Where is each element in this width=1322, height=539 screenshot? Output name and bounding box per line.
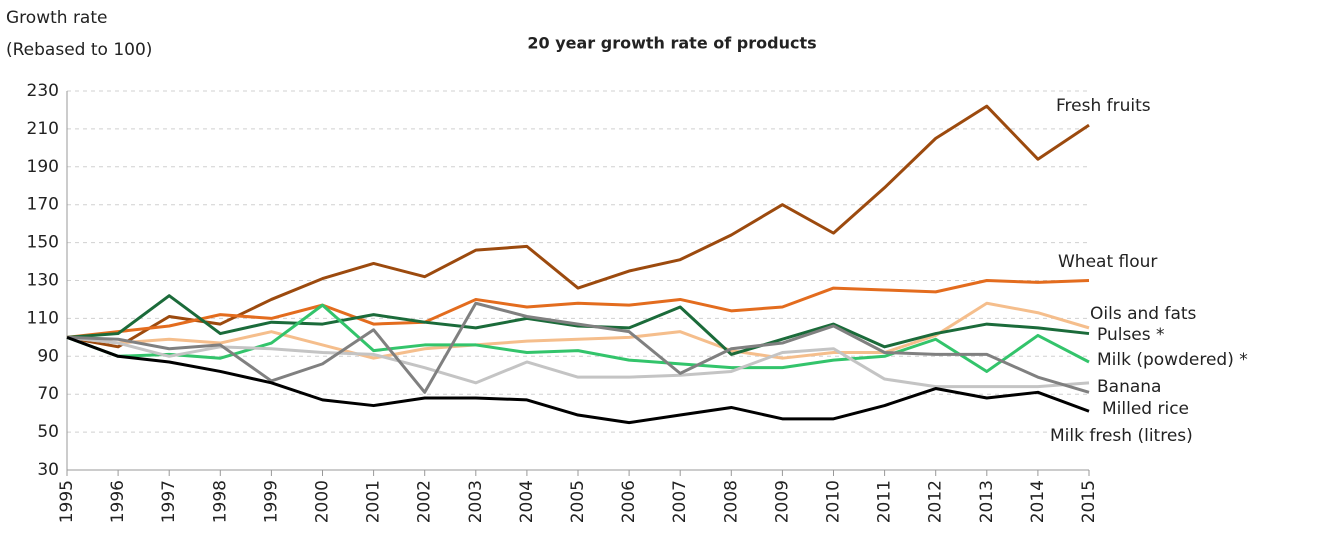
x-tick-label: 2009: [772, 480, 792, 523]
y-tick-label: 230: [27, 81, 59, 101]
x-tick-label: 2011: [875, 480, 895, 523]
x-tick-label: 2012: [926, 480, 946, 523]
y-tick-label: 50: [37, 422, 59, 442]
series-line: [66, 301, 1090, 360]
x-tick-label: 2006: [619, 480, 639, 523]
series-line: [66, 335, 1090, 425]
x-tick-label: 2014: [1028, 480, 1048, 523]
series-label: Banana: [1097, 377, 1161, 397]
y-axis-label: Growth rate: [6, 8, 107, 28]
x-tick-label: 1996: [108, 480, 128, 523]
x-tick-label: 2007: [670, 480, 690, 523]
chart-title: 20 year growth rate of products: [527, 34, 816, 53]
x-tick-label: 1995: [57, 480, 77, 523]
series-label: Milk (powdered) *: [1097, 350, 1248, 370]
x-tick-label: 2004: [517, 480, 537, 523]
series-line: [66, 301, 1090, 394]
x-tick-label: 2008: [721, 480, 741, 523]
y-tick-label: 210: [27, 119, 59, 139]
series-label: Milled rice: [1102, 399, 1189, 419]
series-line: [66, 279, 1090, 339]
series-label: Milk fresh (litres): [1050, 426, 1193, 446]
y-axis-label: (Rebased to 100): [6, 40, 152, 60]
y-tick-label: 30: [37, 460, 59, 480]
y-tick-label: 150: [27, 233, 59, 253]
y-tick-label: 90: [37, 346, 59, 366]
x-tick-label: 2015: [1079, 480, 1099, 523]
x-tick-label: 1997: [159, 480, 179, 523]
series-line: [66, 294, 1090, 356]
y-tick-label: 70: [37, 384, 59, 404]
series-label: Pulses *: [1097, 325, 1165, 345]
series-label: Fresh fruits: [1056, 96, 1151, 116]
y-tick-label: 170: [27, 195, 59, 215]
x-tick-label: 2000: [313, 480, 333, 523]
x-tick-label: 2005: [568, 480, 588, 523]
series-line: [66, 335, 1090, 389]
x-tick-label: 2013: [977, 480, 997, 523]
x-tick-label: 1999: [261, 480, 281, 523]
series-label: Wheat flour: [1058, 252, 1157, 272]
y-tick-label: 190: [27, 157, 59, 177]
series-line: [66, 303, 1090, 373]
series-line: [66, 104, 1090, 349]
series-label: Oils and fats: [1090, 304, 1197, 324]
x-tick-label: 2003: [466, 480, 486, 523]
x-tick-label: 2001: [364, 480, 384, 523]
y-tick-label: 130: [27, 271, 59, 291]
y-tick-label: 110: [27, 308, 59, 328]
x-tick-label: 2002: [415, 480, 435, 523]
x-tick-label: 2010: [824, 480, 844, 523]
x-tick-label: 1998: [210, 480, 230, 523]
